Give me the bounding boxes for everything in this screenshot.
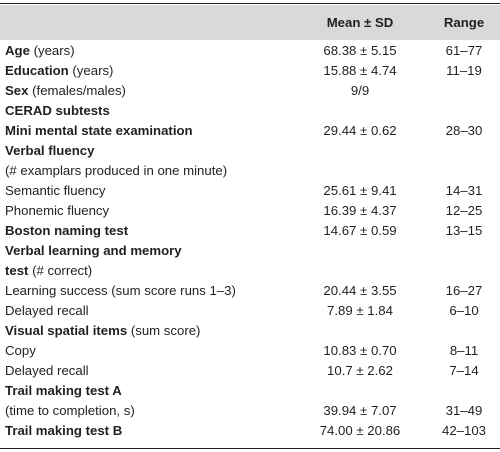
table-row: Delayed recall 7.89 ± 1.84 6–10 <box>0 301 500 321</box>
table-row: Trail making test A <box>0 381 500 401</box>
row-label: Verbal learning and memory <box>5 241 182 261</box>
table-row: Semantic fluency 25.61 ± 9.41 14–31 <box>0 181 500 201</box>
row-label: Sex (females/males) <box>5 81 126 101</box>
bottom-rule <box>0 448 500 449</box>
row-range: 42–103 <box>441 423 486 438</box>
row-label-note: Semantic fluency <box>5 183 106 198</box>
row-label-note: Learning success (sum score runs 1–3) <box>5 283 236 298</box>
row-label-note: (time to completion, s) <box>5 403 135 418</box>
row-label-bold: Visual spatial items <box>5 323 128 338</box>
top-rule <box>0 3 500 4</box>
row-mean-sd: 14.67 ± 0.59 <box>323 223 397 238</box>
row-range: 28–30 <box>445 123 483 138</box>
row-mean-sd: 10.83 ± 0.70 <box>323 343 397 358</box>
row-label: Semantic fluency <box>5 181 105 201</box>
row-label-bold: Trail making test B <box>5 423 123 438</box>
row-label-bold: Age <box>5 43 30 58</box>
row-label-note: (years) <box>29 43 75 58</box>
row-label-note: (sum score) <box>127 323 201 338</box>
header-mean-sd: Mean ± SD <box>326 15 394 30</box>
table-row: Boston naming test 14.67 ± 0.59 13–15 <box>0 221 500 241</box>
row-label-note: Delayed recall <box>5 303 89 318</box>
row-label-note: (# correct) <box>28 263 93 278</box>
row-label-bold: Sex <box>5 83 29 98</box>
row-label: (time to completion, s) <box>5 401 135 421</box>
row-mean-sd: 20.44 ± 3.55 <box>323 283 397 298</box>
row-label: Trail making test A <box>5 381 122 401</box>
row-label-bold: Verbal fluency <box>5 143 95 158</box>
row-label-note: (# examplars produced in one minute) <box>5 163 228 178</box>
row-mean-sd: 7.89 ± 1.84 <box>327 303 393 318</box>
row-mean-sd: 15.88 ± 4.74 <box>323 63 397 78</box>
row-label-bold: test <box>5 263 29 278</box>
row-mean-sd: 10.7 ± 2.62 <box>327 363 393 378</box>
row-label: Learning success (sum score runs 1–3) <box>5 281 236 301</box>
row-label-note: Delayed recall <box>5 363 89 378</box>
row-label: test (# correct) <box>5 261 92 281</box>
table-row: Copy 10.83 ± 0.70 8–11 <box>0 341 500 361</box>
row-label-bold: Trail making test A <box>5 383 122 398</box>
row-label: Education (years) <box>5 61 113 81</box>
table-row: (time to completion, s) 39.94 ± 7.07 31–49 <box>0 401 500 421</box>
row-mean-sd: 9/9 <box>350 83 370 98</box>
row-label: (# examplars produced in one minute) <box>5 161 227 181</box>
row-mean-sd: 68.38 ± 5.15 <box>323 43 397 58</box>
row-label: CERAD subtests <box>5 101 110 121</box>
row-label-bold: CERAD subtests <box>5 103 110 118</box>
row-label: Trail making test B <box>5 421 122 441</box>
table-row: Trail making test B 74.00 ± 20.86 42–103 <box>0 421 500 441</box>
table-row: Visual spatial items (sum score) <box>0 321 500 341</box>
row-label-note: Copy <box>5 343 36 358</box>
table-row: Verbal learning and memory <box>0 241 500 261</box>
row-label: Copy <box>5 341 36 361</box>
table-row: Education (years) 15.88 ± 4.74 11–19 <box>0 61 500 81</box>
row-range: 11–19 <box>446 63 482 78</box>
table-row: Phonemic fluency 16.39 ± 4.37 12–25 <box>0 201 500 221</box>
table-header: Mean ± SD Range <box>0 5 500 40</box>
row-label: Visual spatial items (sum score) <box>5 321 200 341</box>
row-label-bold: Verbal learning and memory <box>5 243 182 258</box>
header-band <box>0 5 500 40</box>
row-label-note: (years) <box>68 63 114 78</box>
row-label-note: Phonemic fluency <box>5 203 110 218</box>
row-range: 31–49 <box>445 403 483 418</box>
row-label-bold: Boston naming test <box>5 223 129 238</box>
row-range: 14–31 <box>445 183 483 198</box>
row-range: 8–11 <box>449 343 479 358</box>
table-row: Age (years) 68.38 ± 5.15 61–77 <box>0 41 500 61</box>
table-row: (# examplars produced in one minute) <box>0 161 500 181</box>
row-range: 61–77 <box>445 43 483 58</box>
table-row: Mini mental state examination 29.44 ± 0.6… <box>0 121 500 141</box>
table-row: Verbal fluency <box>0 141 500 161</box>
row-range: 12–25 <box>445 203 483 218</box>
row-label-bold: Education <box>5 63 69 78</box>
row-range: 13–15 <box>445 223 483 238</box>
table-row: CERAD subtests <box>0 101 500 121</box>
table-row: Delayed recall 10.7 ± 2.62 7–14 <box>0 361 500 381</box>
row-range: 16–27 <box>445 283 483 298</box>
table-row: Sex (females/males) 9/9 <box>0 81 500 101</box>
row-label: Verbal fluency <box>5 141 94 161</box>
row-mean-sd: 74.00 ± 20.86 <box>319 423 401 438</box>
table-row: Learning success (sum score runs 1–3) 20.… <box>0 281 500 301</box>
row-mean-sd: 29.44 ± 0.62 <box>323 123 397 138</box>
row-label-bold: Mini mental state examination <box>5 123 193 138</box>
row-range: 6–10 <box>449 303 479 318</box>
row-label: Age (years) <box>5 41 75 61</box>
header-range: Range <box>443 15 485 30</box>
row-label: Delayed recall <box>5 361 89 381</box>
row-label: Boston naming test <box>5 221 128 241</box>
row-range: 7–14 <box>449 363 479 378</box>
row-label: Phonemic fluency <box>5 201 109 221</box>
row-mean-sd: 25.61 ± 9.41 <box>323 183 397 198</box>
row-label-note: (females/males) <box>28 83 126 98</box>
row-mean-sd: 16.39 ± 4.37 <box>323 203 397 218</box>
table-row: test (# correct) <box>0 261 500 281</box>
row-mean-sd: 39.94 ± 7.07 <box>323 403 397 418</box>
row-label: Delayed recall <box>5 301 89 321</box>
row-label: Mini mental state examination <box>5 121 193 141</box>
